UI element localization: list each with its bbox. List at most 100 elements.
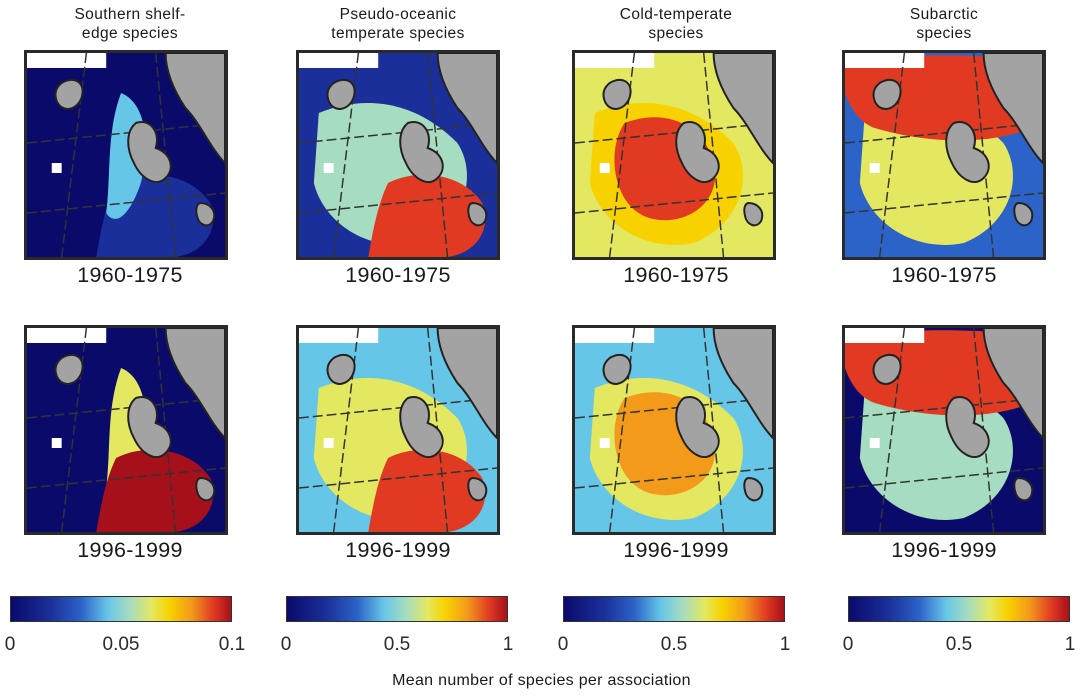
- land-mass: [712, 53, 773, 165]
- colorbar-tick-label: 0: [280, 634, 292, 655]
- map-svg: [575, 53, 773, 257]
- colorbar-2: [286, 596, 508, 622]
- no-data-area: [323, 163, 334, 173]
- density-region-south-east-coast: [368, 449, 486, 532]
- colorbar-3: [563, 596, 785, 622]
- grid-line: [575, 122, 773, 144]
- land-mass: [399, 396, 444, 458]
- map-panel-3-2: [572, 325, 776, 535]
- map-svg: [299, 53, 497, 257]
- no-data-area: [845, 328, 925, 343]
- land-mass: [743, 476, 764, 502]
- map-panel-3-1: [572, 50, 776, 260]
- land-mass: [675, 121, 720, 183]
- period-label: 1996-1999: [891, 538, 997, 562]
- column-title-line: species: [916, 25, 972, 42]
- no-data-area: [27, 328, 107, 343]
- grid-line: [845, 397, 1043, 419]
- map-svg: [845, 53, 1043, 257]
- period-label: 1960-1975: [345, 263, 451, 287]
- land-mass: [54, 78, 84, 110]
- land-mass: [982, 53, 1043, 165]
- column-title-line: Subarctic: [909, 6, 979, 23]
- land-mass: [712, 328, 773, 440]
- map-svg: [575, 328, 773, 532]
- land-mass: [195, 201, 216, 227]
- column-title-1: Southern shelf-edge species: [10, 5, 250, 43]
- column-title-line: Pseudo-oceanic: [339, 6, 457, 23]
- colorbar-label: Mean number of species per association: [392, 672, 691, 689]
- grid-line: [27, 397, 225, 419]
- column-title-line: Southern shelf-: [74, 6, 186, 23]
- land-mass: [872, 78, 902, 110]
- land-mass: [872, 353, 902, 385]
- no-data-area: [27, 53, 107, 68]
- no-data-area: [299, 328, 379, 343]
- land-mass: [436, 328, 497, 440]
- period-label: 1960-1975: [77, 263, 183, 287]
- land-mass: [1013, 476, 1034, 502]
- grid-line: [575, 397, 773, 419]
- land-mass: [467, 476, 488, 502]
- no-data-area: [869, 438, 880, 448]
- grid-line: [299, 467, 497, 489]
- map-svg: [845, 328, 1043, 532]
- no-data-area: [575, 53, 655, 68]
- land-mass: [945, 396, 990, 458]
- map-svg: [27, 328, 225, 532]
- colorbar-4: [848, 596, 1070, 622]
- grid-line: [299, 192, 497, 214]
- no-data-area: [869, 163, 880, 173]
- land-mass: [1013, 201, 1034, 227]
- land-mass: [326, 78, 356, 110]
- no-data-area: [299, 53, 379, 68]
- density-region-south-east-coast: [96, 449, 214, 532]
- land-mass: [743, 201, 764, 227]
- colorbar-tick-label: 1: [1064, 634, 1076, 655]
- no-data-area: [599, 163, 610, 173]
- grid-line: [845, 122, 1043, 144]
- period-label: 1960-1975: [891, 263, 997, 287]
- map-panel-4-1: [842, 50, 1046, 260]
- grid-line: [575, 467, 773, 489]
- land-mass: [467, 201, 488, 227]
- colorbar-tick-label: 0.5: [945, 634, 973, 655]
- colorbar-1: [10, 596, 232, 622]
- land-mass: [164, 328, 225, 440]
- map-panel-1-2: [24, 325, 228, 535]
- colorbar-tick-label: 0.05: [102, 634, 140, 655]
- land-mass: [127, 121, 172, 183]
- period-label: 1960-1975: [623, 263, 729, 287]
- land-mass: [602, 78, 632, 110]
- grid-line: [27, 467, 225, 489]
- density-region-south-east-coast: [368, 174, 486, 257]
- land-mass: [602, 353, 632, 385]
- land-mass: [164, 53, 225, 165]
- colorbar-tick-label: 1: [779, 634, 791, 655]
- grid-line: [299, 122, 497, 144]
- map-panel-4-2: [842, 325, 1046, 535]
- column-title-line: species: [648, 25, 704, 42]
- grid-line: [845, 192, 1043, 214]
- land-mass: [54, 353, 84, 385]
- no-data-area: [575, 328, 655, 343]
- colorbar-tick-label: 0.1: [218, 634, 246, 655]
- colorbar-tick-label: 0.5: [383, 634, 411, 655]
- column-title-line: temperate species: [331, 25, 465, 42]
- grid-line: [575, 192, 773, 214]
- land-mass: [399, 121, 444, 183]
- land-mass: [195, 476, 216, 502]
- column-title-2: Pseudo-oceanic temperate species: [278, 5, 518, 43]
- colorbar-tick-label: 1: [502, 634, 514, 655]
- land-mass: [675, 396, 720, 458]
- no-data-area: [51, 163, 62, 173]
- land-mass: [326, 353, 356, 385]
- colorbar-tick-label: 0: [4, 634, 16, 655]
- period-label: 1996-1999: [77, 538, 183, 562]
- column-title-4: Subarctic species: [824, 5, 1064, 43]
- colorbar-tick-label: 0: [842, 634, 854, 655]
- land-mass: [945, 121, 990, 183]
- column-title-line: Cold-temperate: [619, 6, 733, 23]
- map-panel-1-1: [24, 50, 228, 260]
- grid-line: [27, 122, 225, 144]
